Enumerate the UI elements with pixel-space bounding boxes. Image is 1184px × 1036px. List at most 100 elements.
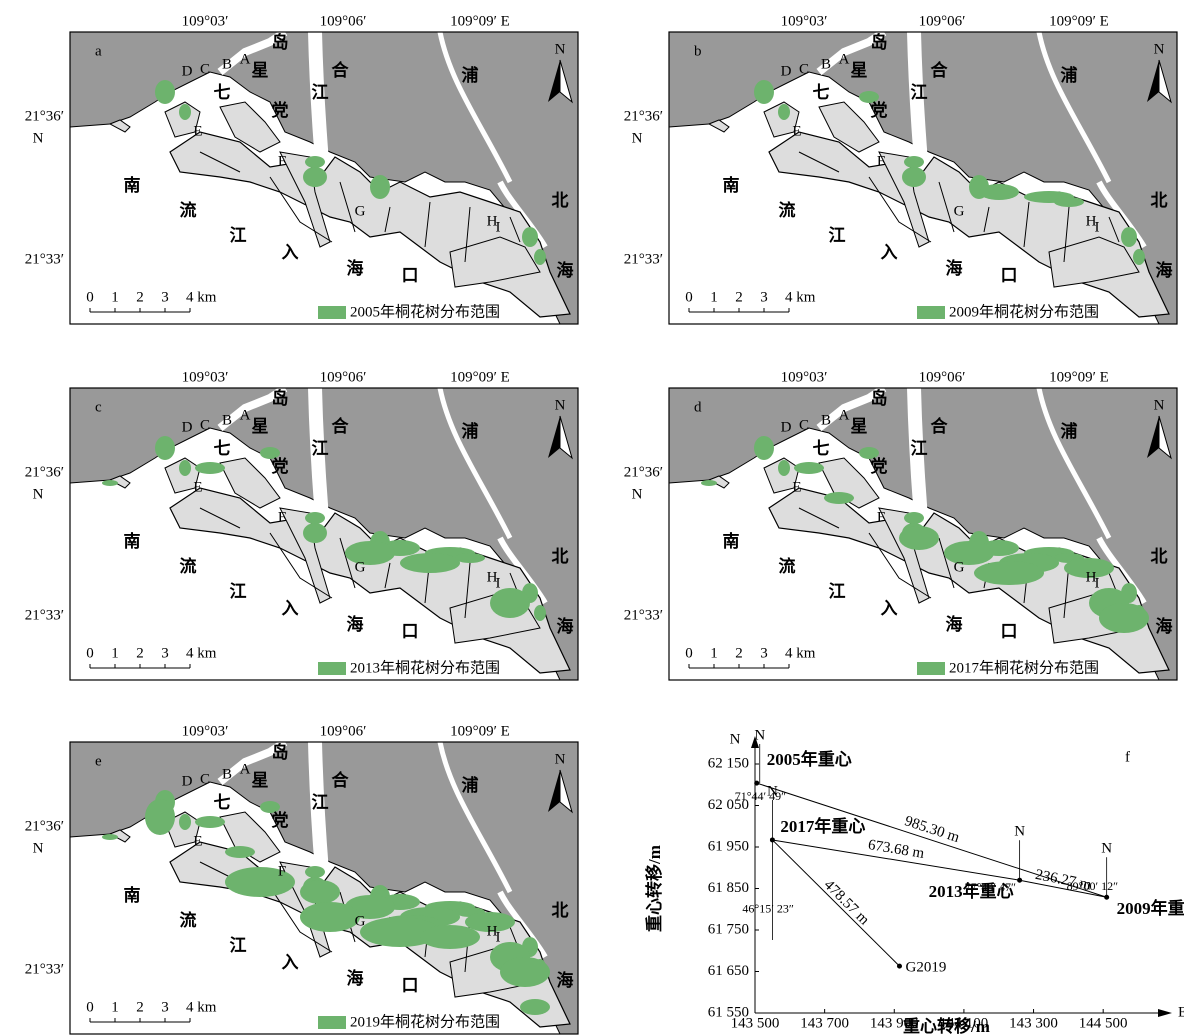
scale-label: 4 km bbox=[785, 645, 816, 661]
mangrove-patch bbox=[225, 846, 255, 858]
y-tick-label: 61 550 bbox=[708, 1004, 749, 1020]
angle-label: 46°15′ 23″ bbox=[742, 902, 793, 916]
site-label: D bbox=[182, 773, 193, 789]
site-label: D bbox=[781, 63, 792, 79]
legend-text: 2017年桐花树分布范围 bbox=[949, 659, 1099, 676]
site-label: E bbox=[792, 123, 801, 139]
site-label: F bbox=[877, 509, 885, 525]
lat-tick-label: 21°36′ bbox=[624, 108, 663, 124]
north-label: N bbox=[1101, 841, 1112, 857]
mangrove-patch bbox=[824, 492, 854, 504]
lon-tick-label: 109°06′ bbox=[320, 369, 367, 385]
angle-label: 89°00′ 12″ bbox=[1067, 879, 1118, 893]
lon-tick-label: 109°03′ bbox=[781, 369, 828, 385]
site-label: C bbox=[200, 417, 210, 433]
x-axis-title: 重心转移/m bbox=[903, 1016, 990, 1036]
site-label: C bbox=[200, 61, 210, 77]
place-label: 江 bbox=[911, 83, 928, 102]
place-label: 岛 bbox=[871, 388, 888, 408]
mangrove-patch bbox=[778, 104, 790, 120]
site-label: F bbox=[877, 153, 885, 169]
place-label: 海 bbox=[1156, 260, 1173, 280]
place-label: 流 bbox=[779, 200, 796, 220]
place-label: 七 bbox=[214, 793, 231, 812]
scale-label: 2 bbox=[136, 999, 144, 1015]
y-tick-label: 61 650 bbox=[708, 963, 749, 979]
lat-unit: N bbox=[33, 840, 44, 856]
mangrove-patch bbox=[345, 541, 395, 565]
place-label: 入 bbox=[282, 599, 299, 618]
lon-tick-label: 109°09′ E bbox=[450, 369, 510, 385]
mangrove-patch bbox=[500, 957, 550, 987]
place-label: 江 bbox=[230, 936, 247, 955]
mangrove-patch bbox=[102, 834, 118, 840]
north-label: N bbox=[767, 783, 778, 799]
site-label: I bbox=[496, 575, 501, 591]
lat-tick-label: 21°36′ bbox=[25, 108, 64, 124]
site-label: I bbox=[496, 219, 501, 235]
centroid-point bbox=[754, 781, 759, 786]
site-label: G bbox=[954, 559, 965, 575]
mangrove-patch bbox=[300, 902, 360, 932]
site-label: E bbox=[792, 479, 801, 495]
scale-label: 2 bbox=[136, 289, 144, 305]
site-label: B bbox=[222, 412, 232, 428]
y-tick-label: 61 950 bbox=[708, 838, 749, 854]
place-label: 流 bbox=[180, 556, 197, 576]
place-label: 浦 bbox=[462, 421, 479, 441]
distance-label: 478.57 m bbox=[821, 877, 873, 929]
place-label: 党 bbox=[871, 100, 888, 120]
site-label: I bbox=[1095, 575, 1100, 591]
x-tick-label: 143 300 bbox=[1009, 1015, 1058, 1031]
mangrove-patch bbox=[522, 227, 538, 247]
place-label: 浦 bbox=[462, 775, 479, 795]
mangrove-patch bbox=[155, 436, 175, 460]
mangrove-patch bbox=[534, 249, 546, 265]
place-label: 北 bbox=[1151, 547, 1168, 566]
mangrove-patch bbox=[754, 436, 774, 460]
site-label: A bbox=[839, 407, 850, 423]
place-label: 岛 bbox=[871, 32, 888, 52]
place-label: 浦 bbox=[462, 65, 479, 85]
mangrove-patch bbox=[300, 880, 340, 904]
north-label: N bbox=[754, 727, 765, 743]
scale-label: 0 bbox=[86, 289, 94, 305]
mangrove-patch bbox=[1133, 249, 1145, 265]
lat-tick-label: 21°33′ bbox=[624, 251, 663, 267]
scale-label: 3 bbox=[161, 999, 169, 1015]
mangrove-patch bbox=[179, 460, 191, 476]
lon-tick-label: 109°09′ E bbox=[450, 723, 510, 739]
lon-tick-label: 109°06′ bbox=[320, 723, 367, 739]
point-label: 2005年重心 bbox=[767, 749, 852, 769]
site-label: G bbox=[954, 203, 965, 219]
map-panel: a109°03′109°06′109°09′ E21°36′21°33′N岛星七… bbox=[25, 13, 578, 324]
place-label: 党 bbox=[272, 810, 289, 830]
place-label: 北 bbox=[552, 901, 569, 920]
north-label: N bbox=[555, 751, 566, 767]
x-tick-label: 143 700 bbox=[800, 1015, 849, 1031]
panel-label: b bbox=[694, 43, 702, 59]
place-label: 合 bbox=[931, 60, 949, 80]
mangrove-patch bbox=[904, 512, 924, 524]
lat-unit: N bbox=[33, 486, 44, 502]
site-label: B bbox=[222, 766, 232, 782]
north-label: N bbox=[555, 41, 566, 57]
place-label: 南 bbox=[124, 885, 141, 905]
mangrove-patch bbox=[303, 523, 327, 543]
legend-swatch bbox=[917, 662, 945, 675]
site-label: I bbox=[1095, 219, 1100, 235]
distance-label: 985.30 m bbox=[902, 813, 961, 846]
scale-label: 0 bbox=[86, 999, 94, 1015]
legend-swatch bbox=[318, 306, 346, 319]
site-label: F bbox=[278, 153, 286, 169]
site-label: B bbox=[222, 56, 232, 72]
place-label: 海 bbox=[557, 260, 574, 280]
place-label: 七 bbox=[214, 439, 231, 458]
mangrove-patch bbox=[195, 816, 225, 828]
mangrove-patch bbox=[145, 799, 175, 835]
place-label: 北 bbox=[552, 547, 569, 566]
place-label: 合 bbox=[332, 770, 350, 790]
north-label: N bbox=[555, 397, 566, 413]
mangrove-patch bbox=[904, 156, 924, 168]
place-label: 口 bbox=[1001, 622, 1018, 641]
